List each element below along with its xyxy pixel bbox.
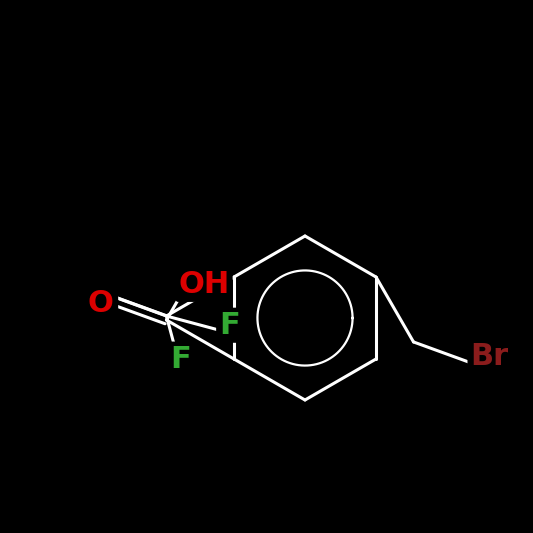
Text: OH: OH	[179, 270, 230, 299]
Text: F: F	[171, 345, 191, 374]
Text: F: F	[219, 311, 240, 340]
Text: O: O	[88, 289, 114, 318]
Text: F: F	[94, 290, 115, 320]
Text: Br: Br	[471, 342, 508, 370]
